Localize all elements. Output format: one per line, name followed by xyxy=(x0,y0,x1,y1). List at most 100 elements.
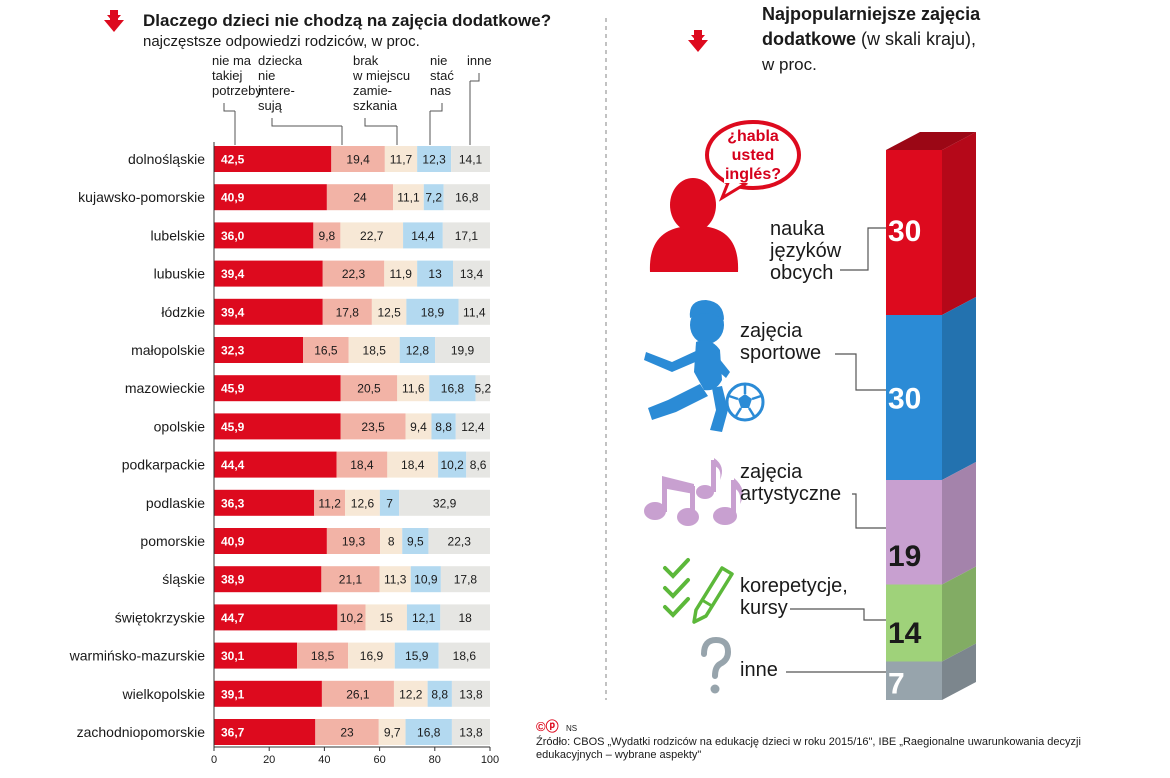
music-notes-icon xyxy=(644,458,743,526)
bar-segment xyxy=(214,489,315,516)
bar-value-label: 45,9 xyxy=(221,382,245,396)
column-segment-front xyxy=(886,480,942,585)
stacked-bars: dolnośląskie 42,5 19,4 11,7 12,3 14,1 kujawsko… xyxy=(69,146,491,745)
column-segment xyxy=(886,297,976,480)
source-line: edukacyjnych – wybrane aspekty" xyxy=(536,749,701,761)
bar-segment xyxy=(214,413,341,440)
bar-value-label: 30,1 xyxy=(221,649,245,663)
bar-segment xyxy=(438,642,490,669)
bar-row: zachodniopomorskie 36,7 23 9,7 16,8 13,8 xyxy=(77,719,490,745)
bar-segment xyxy=(214,298,323,325)
bar-segment xyxy=(429,375,476,402)
bar-segment xyxy=(394,642,439,669)
child-football-icon xyxy=(644,300,765,432)
bar-value-label: 36,0 xyxy=(221,229,245,243)
bar-value-label: 9,4 xyxy=(410,420,427,434)
bar-value-label: 22,7 xyxy=(360,229,384,243)
bar-value-label: 14,4 xyxy=(411,229,435,243)
bar-segment xyxy=(322,260,385,287)
column-header-text: takiej xyxy=(212,68,242,83)
question-mark-icon xyxy=(701,636,732,694)
bar-value-label: 16,8 xyxy=(455,191,479,205)
column-value-label: 30 xyxy=(888,383,921,416)
bar-value-label: 11,3 xyxy=(384,573,407,587)
bar-segment xyxy=(214,680,322,707)
row-label: świętokrzyskie xyxy=(115,609,205,625)
activity-label-line: kursy xyxy=(740,597,788,619)
bar-value-label: 8,8 xyxy=(431,687,448,701)
row-label: mazowieckie xyxy=(125,380,205,396)
bar-value-label: 15,9 xyxy=(405,649,429,663)
speech-bubble-line: usted xyxy=(732,147,775,164)
bar-value-label: 45,9 xyxy=(221,420,245,434)
bar-segment xyxy=(417,260,454,287)
bar-segment xyxy=(214,566,322,593)
activity-label-line: artystyczne xyxy=(740,483,841,505)
bar-segment xyxy=(453,260,490,287)
bar-segment xyxy=(214,184,327,211)
bar-segment xyxy=(393,680,428,707)
checklist-pencil-icon xyxy=(663,558,734,624)
bar-segment xyxy=(438,451,467,478)
bar-value-label: 12,1 xyxy=(412,611,436,625)
copyright-mark: ©ⓟ xyxy=(536,719,559,734)
bar-value-label: 36,7 xyxy=(221,726,245,740)
column-segment xyxy=(886,132,976,315)
bar-segment xyxy=(214,528,327,554)
bar-segment xyxy=(443,184,490,211)
activity-label-line: obcych xyxy=(770,262,833,284)
bar-segment xyxy=(345,489,380,516)
bar-value-label: 15 xyxy=(380,611,394,625)
bar-row: świętokrzyskie 44,7 10,2 15 12,1 18 xyxy=(115,604,490,631)
bar-value-label: 21,1 xyxy=(339,573,363,587)
bar-segment xyxy=(340,375,398,402)
bar-segment xyxy=(384,260,418,287)
bar-row: śląskie 38,9 21,1 11,3 10,9 17,8 xyxy=(162,566,490,593)
bar-value-label: 40,9 xyxy=(221,191,245,205)
column-segment-front xyxy=(886,584,942,662)
row-label: warmińsko-mazurskie xyxy=(69,648,206,664)
bar-value-label: 8 xyxy=(388,535,395,549)
column-header-text: zamie- xyxy=(353,83,392,98)
bar-value-label: 5,2 xyxy=(474,382,491,396)
bar-value-label: 18,4 xyxy=(401,458,425,472)
bar-row: lubelskie 36,0 9,8 22,7 14,4 17,1 xyxy=(151,222,490,249)
bar-segment xyxy=(214,146,332,172)
bar-row: małopolskie 32,3 16,5 18,5 12,8 19,9 xyxy=(131,337,490,363)
row-label: łódzkie xyxy=(161,304,205,320)
bar-row: podkarpackie 44,4 18,4 18,4 10,2 8,6 xyxy=(122,451,490,478)
row-label: kujawsko-pomorskie xyxy=(78,189,205,205)
right-chart-title-line2: dodatkowe (w skali kraju), xyxy=(762,29,976,49)
right-title-rest: (w skali kraju), xyxy=(856,29,976,49)
bar-segment xyxy=(427,680,452,707)
bar-row: wielkopolskie 39,1 26,1 12,2 8,8 13,8 xyxy=(122,680,490,707)
bar-value-label: 12,3 xyxy=(422,153,446,167)
bar-value-label: 17,8 xyxy=(454,573,478,587)
bar-segment xyxy=(402,528,429,554)
column-top xyxy=(886,132,976,150)
row-label: małopolskie xyxy=(131,342,205,358)
bar-value-label: 10,2 xyxy=(441,458,465,472)
bar-segment xyxy=(348,642,395,669)
bar-segment xyxy=(466,451,490,478)
bar-segment xyxy=(458,298,490,325)
column-header-text: nie ma xyxy=(212,53,252,68)
right-chart-title-line3: w proc. xyxy=(761,55,817,74)
bar-value-label: 12,5 xyxy=(377,305,401,319)
bar-value-label: 11,9 xyxy=(389,267,412,281)
bar-row: dolnośląskie 42,5 19,4 11,7 12,3 14,1 xyxy=(128,146,490,172)
x-tick-label: 20 xyxy=(263,754,275,766)
bar-value-label: 44,4 xyxy=(221,458,245,472)
bar-segment xyxy=(435,337,490,363)
bar-value-label: 9,5 xyxy=(407,535,424,549)
bar-value-label: 18,9 xyxy=(421,305,445,319)
bar-value-label: 11,4 xyxy=(463,305,486,319)
column-segment xyxy=(886,643,976,700)
bar-value-label: 12,2 xyxy=(399,687,423,701)
bar-segment xyxy=(322,298,372,325)
column-value: 14 xyxy=(888,617,922,650)
bar-segment xyxy=(214,222,314,249)
bar-value-label: 16,8 xyxy=(441,382,465,396)
bar-segment xyxy=(321,680,394,707)
right-title-bold: dodatkowe xyxy=(762,29,856,49)
